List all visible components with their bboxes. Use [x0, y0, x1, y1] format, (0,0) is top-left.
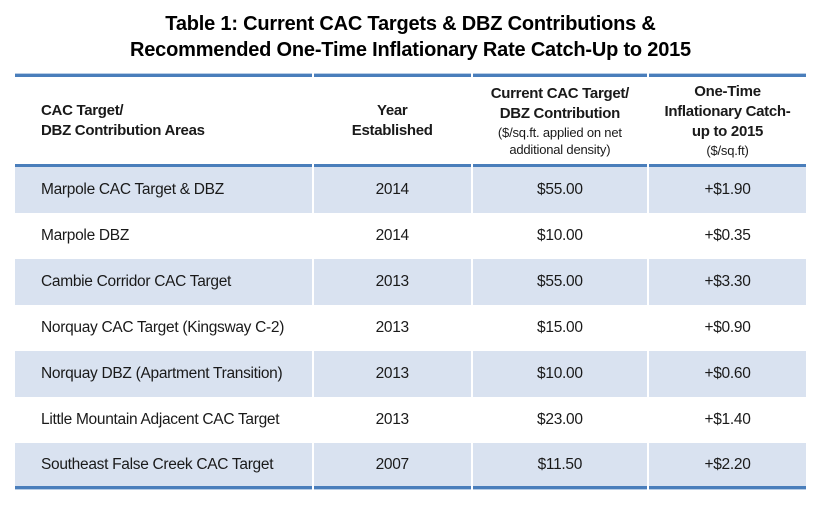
table-row: Norquay DBZ (Apartment Transition) 2013 …	[15, 351, 806, 397]
column-header-year-line2: Established	[351, 121, 433, 139]
current-cell: $55.00	[472, 259, 647, 305]
year-cell: 2014	[313, 167, 471, 213]
area-cell: Norquay CAC Target (Kingsway C-2)	[15, 305, 312, 351]
current-cell: $55.00	[472, 167, 647, 213]
catchup-cell: +$1.40	[648, 397, 806, 443]
year-cell: 2007	[313, 443, 471, 489]
table-title-line2: Recommended One-Time Inflationary Rate C…	[130, 39, 691, 61]
catchup-cell: +$2.20	[648, 443, 806, 489]
column-header-year: Year Established	[313, 74, 471, 167]
table-row: Marpole DBZ 2014 $10.00 +$0.35	[15, 213, 806, 259]
table-body: Marpole CAC Target & DBZ 2014 $55.00 +$1…	[15, 167, 806, 489]
area-cell: Marpole CAC Target & DBZ	[15, 167, 312, 213]
column-header-area-line2: DBZ Contribution Areas	[41, 121, 205, 139]
area-cell: Southeast False Creek CAC Target	[15, 443, 312, 489]
cac-targets-table: CAC Target/ DBZ Contribution Areas Year …	[13, 74, 808, 489]
document-page: Table 1: Current CAC Targets & DBZ Contr…	[0, 11, 821, 489]
column-header-year-line1: Year	[376, 101, 408, 119]
column-header-area: CAC Target/ DBZ Contribution Areas	[15, 74, 312, 167]
catchup-cell: +$0.60	[648, 351, 806, 397]
year-cell: 2013	[313, 351, 471, 397]
column-header-current-line1: Current CAC Target/	[490, 84, 630, 102]
column-header-catchup-line1: One-Time	[694, 83, 761, 100]
column-header-catchup-note1: ($/sq.ft)	[706, 143, 749, 158]
current-cell: $11.50	[472, 443, 647, 489]
catchup-cell: +$0.90	[648, 305, 806, 351]
table-row: Marpole CAC Target & DBZ 2014 $55.00 +$1…	[15, 167, 806, 213]
column-header-current-line2: DBZ Contribution	[499, 104, 620, 122]
year-cell: 2013	[313, 305, 471, 351]
catchup-cell: +$0.35	[648, 213, 806, 259]
catchup-cell: +$3.30	[648, 259, 806, 305]
header-row: CAC Target/ DBZ Contribution Areas Year …	[15, 74, 806, 167]
column-header-current-note2: additional density)	[509, 141, 611, 157]
current-cell: $23.00	[472, 397, 647, 443]
column-header-catchup-line2: Inflationary Catch-	[664, 103, 791, 120]
column-header-catchup: One-Time Inflationary Catch- up to 2015 …	[648, 74, 806, 167]
area-cell: Marpole DBZ	[15, 213, 312, 259]
column-header-catchup-line3: up to 2015	[691, 123, 764, 140]
current-cell: $15.00	[472, 305, 647, 351]
table-title-line1: Table 1: Current CAC Targets & DBZ Contr…	[165, 13, 656, 35]
area-cell: Cambie Corridor CAC Target	[15, 259, 312, 305]
column-header-area-line1: CAC Target/	[41, 101, 124, 119]
catchup-cell: +$1.90	[648, 167, 806, 213]
current-cell: $10.00	[472, 351, 647, 397]
table-title: Table 1: Current CAC Targets & DBZ Contr…	[0, 11, 821, 63]
column-header-current-note1: ($/sq.ft. applied on net	[497, 124, 622, 140]
area-cell: Norquay DBZ (Apartment Transition)	[15, 351, 312, 397]
area-cell: Little Mountain Adjacent CAC Target	[15, 397, 312, 443]
column-header-current: Current CAC Target/ DBZ Contribution ($/…	[472, 74, 647, 167]
year-cell: 2013	[313, 259, 471, 305]
current-cell: $10.00	[472, 213, 647, 259]
table-row: Norquay CAC Target (Kingsway C-2) 2013 $…	[15, 305, 806, 351]
table-row: Cambie Corridor CAC Target 2013 $55.00 +…	[15, 259, 806, 305]
table-row: Little Mountain Adjacent CAC Target 2013…	[15, 397, 806, 443]
year-cell: 2014	[313, 213, 471, 259]
table-row: Southeast False Creek CAC Target 2007 $1…	[15, 443, 806, 489]
year-cell: 2013	[313, 397, 471, 443]
